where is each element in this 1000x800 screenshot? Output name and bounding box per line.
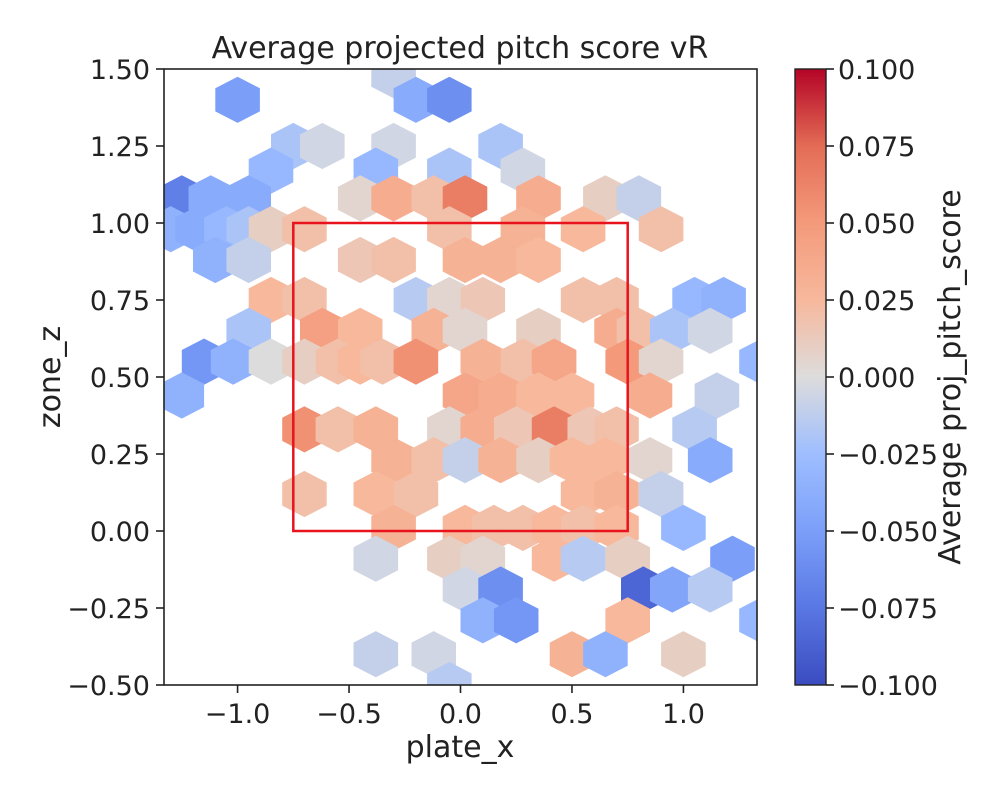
- colorbar-tick-label: −0.025: [838, 440, 938, 471]
- y-tick-label: 0.50: [90, 363, 150, 394]
- colorbar-tick-label: −0.075: [838, 594, 938, 625]
- hex-cell: [478, 236, 523, 284]
- strike-zone-box: [292, 221, 629, 533]
- y-axis-ticks: 1.50 1.25 1.00 0.75 0.50 0.25 0.00 −0.25 −0.50: [67, 55, 164, 702]
- x-tick-label: 1.0: [662, 699, 705, 730]
- hex-cell: [226, 175, 271, 222]
- hex-cell: [164, 372, 205, 419]
- hex-cell: [650, 566, 695, 613]
- hex-cell: [393, 338, 439, 385]
- colorbar-tick-label: 0.050: [838, 209, 915, 240]
- y-tick-label: 0.00: [90, 517, 150, 548]
- hex-cell: [393, 76, 439, 123]
- hex-cell: [710, 535, 755, 582]
- hex-cell: [694, 372, 740, 419]
- hex-cell: [460, 338, 506, 385]
- colorbar-tick-label: 0.100: [838, 55, 915, 86]
- hex-cell: [638, 206, 684, 253]
- colorbar-tick-label: 0.000: [838, 363, 915, 394]
- x-axis-label: plate_x: [406, 730, 515, 765]
- hex-cell: [560, 206, 606, 253]
- hex-cell: [560, 470, 606, 518]
- hex-cell: [661, 504, 706, 551]
- y-axis-label: zone_z: [33, 326, 68, 428]
- hex-cell: [371, 175, 416, 222]
- y-tick-label: −0.50: [67, 671, 150, 702]
- hex-cell: [478, 437, 523, 484]
- hex-cell: [605, 597, 650, 644]
- hex-cell: [353, 631, 399, 678]
- hex-cell: [616, 175, 662, 222]
- hex-cell: [638, 470, 684, 518]
- hex-cell: [248, 338, 294, 385]
- hex-cell: [442, 437, 488, 484]
- hex-cell: [516, 372, 561, 419]
- hex-cell: [300, 122, 345, 170]
- hex-cell: [315, 406, 361, 453]
- hex-cell: [353, 470, 399, 518]
- colorbar-label: Average proj_pitch_score: [933, 189, 968, 564]
- y-tick-label: 1.00: [90, 209, 150, 240]
- y-tick-label: 0.25: [90, 440, 150, 471]
- hex-cell: [393, 470, 439, 518]
- colorbar-tick-label: 0.075: [838, 132, 915, 163]
- x-tick-label: −0.5: [316, 699, 382, 730]
- hex-cell: [739, 599, 757, 642]
- x-axis-ticks: −1.0 −0.5 0.0 0.5 1.0: [205, 685, 705, 730]
- hex-cell: [442, 372, 488, 419]
- hex-layer: [164, 69, 757, 685]
- hex-cell: [337, 307, 383, 354]
- chart-title: Average projected pitch score vR: [212, 31, 709, 66]
- hex-cell: [371, 437, 416, 484]
- colorbar-tick-label: 0.025: [838, 286, 915, 317]
- hex-cell: [661, 631, 706, 678]
- hex-cell: [627, 372, 673, 419]
- hex-cell: [282, 206, 327, 253]
- hex-cell: [560, 535, 606, 582]
- y-tick-label: 1.25: [90, 132, 150, 163]
- hex-cell: [516, 437, 561, 484]
- hex-cell: [583, 631, 628, 678]
- hex-cell: [226, 236, 271, 284]
- hex-cell: [427, 76, 472, 123]
- hex-cell: [549, 372, 595, 419]
- hex-cell: [560, 276, 606, 324]
- hex-cell: [560, 504, 606, 551]
- hex-cell: [282, 470, 327, 518]
- y-tick-label: −0.25: [67, 594, 150, 625]
- hex-cell: [583, 175, 628, 222]
- hex-cell: [427, 661, 472, 685]
- x-tick-label: 0.5: [550, 699, 593, 730]
- hex-cell: [215, 76, 260, 123]
- hex-cell: [687, 566, 733, 613]
- hex-cell: [687, 437, 733, 484]
- y-tick-label: 1.50: [90, 55, 150, 86]
- hex-cell: [531, 338, 577, 385]
- hex-cell: [442, 236, 488, 284]
- colorbar: [794, 68, 827, 686]
- hex-cell: [493, 597, 539, 644]
- colorbar-tick-label: −0.050: [838, 517, 938, 548]
- hex-cell: [248, 206, 294, 253]
- hex-cell: [248, 276, 294, 324]
- hex-cell: [478, 372, 523, 419]
- x-tick-label: −1.0: [205, 699, 271, 730]
- hex-cell: [210, 338, 256, 385]
- colorbar-ticks: 0.100 0.075 0.050 0.025 0.000 −0.025 −0.050 −0.…: [826, 55, 938, 702]
- hex-cell: [371, 236, 416, 284]
- hex-cell: [353, 535, 399, 582]
- x-tick-label: 0.0: [439, 699, 482, 730]
- hex-cell: [687, 307, 733, 354]
- y-tick-label: 0.75: [90, 286, 150, 317]
- hex-cell: [516, 236, 561, 284]
- hex-cell: [739, 340, 757, 383]
- colorbar-tick-label: −0.100: [838, 671, 938, 702]
